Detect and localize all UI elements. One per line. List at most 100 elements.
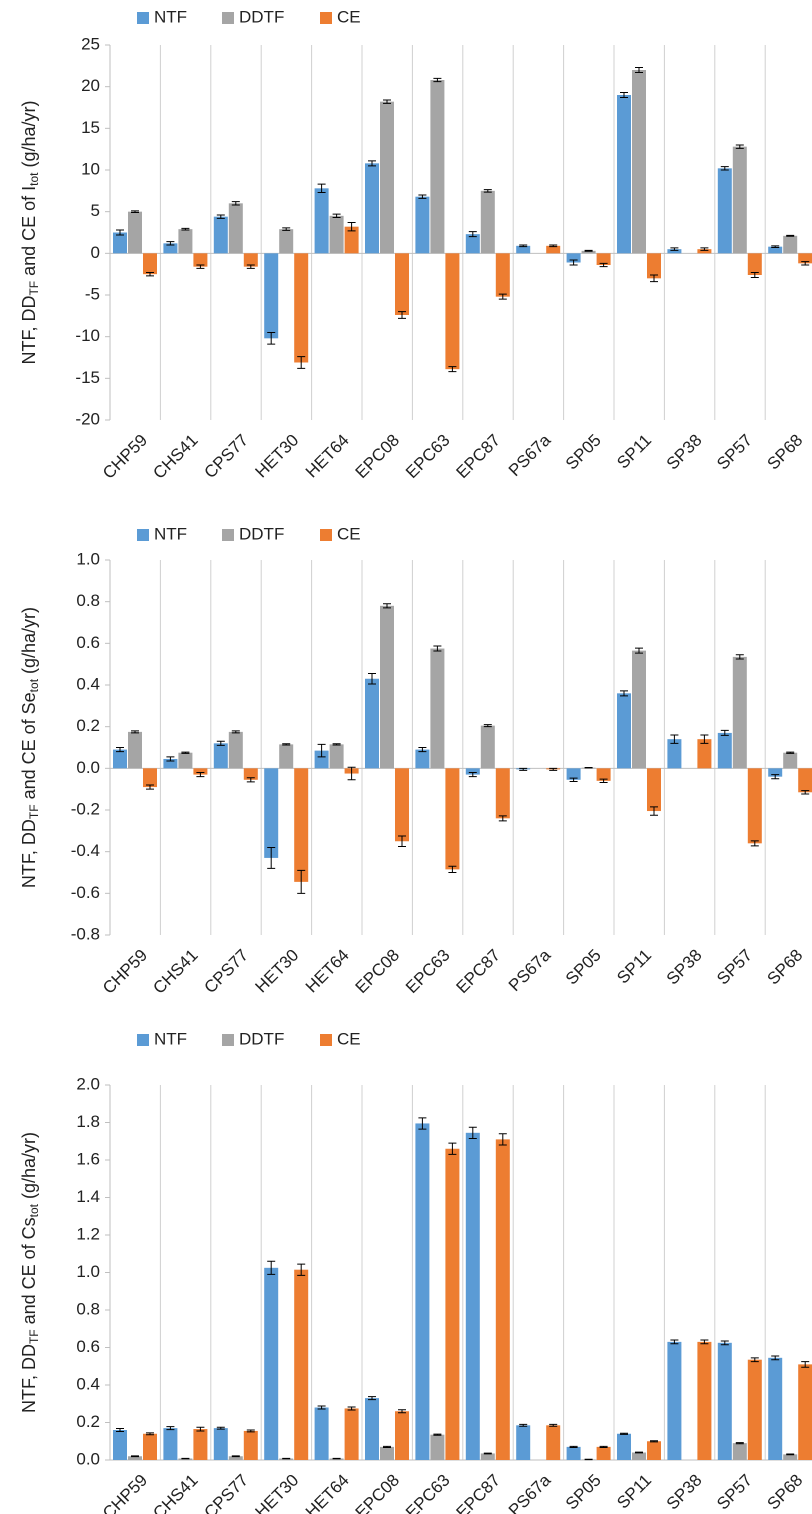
bar xyxy=(632,70,646,254)
error-bar xyxy=(569,259,578,266)
error-bar xyxy=(297,356,306,369)
error-bar xyxy=(670,247,679,251)
legend-label: DDTF xyxy=(239,524,284,543)
x-tick-label: HET64 xyxy=(302,431,353,482)
bar xyxy=(113,232,127,254)
bar xyxy=(546,245,561,254)
error-bar xyxy=(146,272,154,277)
y-axis-label-part: NTF, DD xyxy=(19,819,39,888)
y-tick-label: 0.8 xyxy=(76,1299,100,1318)
error-bar xyxy=(231,201,240,206)
error-bar xyxy=(231,730,240,734)
error-bar xyxy=(519,1423,528,1427)
y-axis-label-part: tot xyxy=(27,172,41,186)
x-tick-label: EPC08 xyxy=(352,431,404,483)
bar xyxy=(395,1411,409,1460)
y-tick-label: 0.2 xyxy=(76,716,100,735)
bar xyxy=(193,768,208,775)
bar xyxy=(465,234,480,254)
error-bar xyxy=(468,772,477,778)
error-bar xyxy=(196,772,205,778)
legend-label: NTF xyxy=(154,524,187,543)
error-bar xyxy=(801,1361,810,1368)
x-tick-label: SP38 xyxy=(663,1471,706,1514)
bar xyxy=(415,1123,430,1460)
x-tick-label: CHP59 xyxy=(99,431,151,483)
x-tick-label: SP68 xyxy=(764,1471,807,1514)
y-tick-label: 1.4 xyxy=(76,1187,100,1206)
y-axis-label-part: (g/ha/yr) xyxy=(19,100,39,172)
bar xyxy=(697,739,712,769)
bar xyxy=(566,253,581,263)
error-bar xyxy=(332,743,341,746)
legend-swatch xyxy=(137,12,149,24)
legend-swatch xyxy=(320,529,332,541)
error-bar xyxy=(670,1339,679,1345)
x-tick-label: CHS41 xyxy=(149,946,201,998)
bar xyxy=(768,246,783,254)
x-tick-label: EPC87 xyxy=(452,1471,504,1514)
bar xyxy=(380,101,394,254)
error-bar xyxy=(398,311,406,319)
bar xyxy=(243,768,258,780)
error-bar xyxy=(498,293,507,300)
bar xyxy=(143,253,157,275)
error-bar xyxy=(116,747,124,753)
y-tick-label: 20 xyxy=(81,76,100,95)
bar xyxy=(596,1446,611,1460)
error-bar xyxy=(801,261,810,266)
error-bar xyxy=(735,1442,744,1445)
error-bar xyxy=(519,244,528,248)
bar xyxy=(647,253,661,279)
y-tick-label: 0.4 xyxy=(76,1374,100,1393)
bar xyxy=(264,768,279,858)
y-tick-label: 0.8 xyxy=(76,591,100,610)
bar xyxy=(163,758,178,769)
bar xyxy=(747,768,762,844)
error-bar xyxy=(216,214,225,219)
x-tick-label: SP68 xyxy=(764,431,807,474)
error-bar xyxy=(448,865,457,873)
error-bar xyxy=(771,245,780,248)
legend-swatch xyxy=(222,1034,234,1046)
bar xyxy=(329,215,344,254)
error-bar xyxy=(166,1426,175,1431)
y-tick-label: -20 xyxy=(75,409,100,428)
y-tick-label: 0.0 xyxy=(76,758,100,777)
bar xyxy=(228,731,243,769)
bar xyxy=(430,1434,445,1460)
y-axis-label-part: tot xyxy=(27,678,41,692)
error-bar xyxy=(750,1357,759,1363)
x-tick-label: SP11 xyxy=(613,946,655,988)
bar xyxy=(465,768,480,775)
error-bar xyxy=(786,751,795,754)
error-bar xyxy=(383,99,391,104)
bar xyxy=(768,768,783,777)
x-tick-label: HET30 xyxy=(252,431,303,482)
x-tick-label: SP05 xyxy=(562,946,605,989)
bar xyxy=(279,1458,294,1460)
bar xyxy=(768,1357,783,1460)
error-bar xyxy=(418,1117,427,1130)
error-bar xyxy=(519,767,528,771)
x-tick-label: PS67a xyxy=(505,1470,555,1514)
y-tick-label: 0.0 xyxy=(76,1449,100,1468)
error-bar xyxy=(549,244,558,248)
error-bar xyxy=(801,790,810,795)
bar xyxy=(697,1341,712,1460)
bar xyxy=(113,749,127,769)
y-tick-label: -0.8 xyxy=(71,924,100,943)
bar xyxy=(365,678,379,769)
x-tick-label: SP57 xyxy=(713,1471,756,1514)
error-bar xyxy=(131,730,139,734)
bar xyxy=(415,749,430,769)
bar xyxy=(264,253,279,339)
bar xyxy=(581,250,596,254)
x-tick-label: EPC63 xyxy=(402,946,454,998)
error-bar xyxy=(735,144,744,149)
legend-label: CE xyxy=(337,1029,361,1048)
y-tick-label: 1.0 xyxy=(76,549,100,568)
bar xyxy=(717,168,732,254)
bar xyxy=(717,732,732,769)
error-bar xyxy=(498,815,507,822)
